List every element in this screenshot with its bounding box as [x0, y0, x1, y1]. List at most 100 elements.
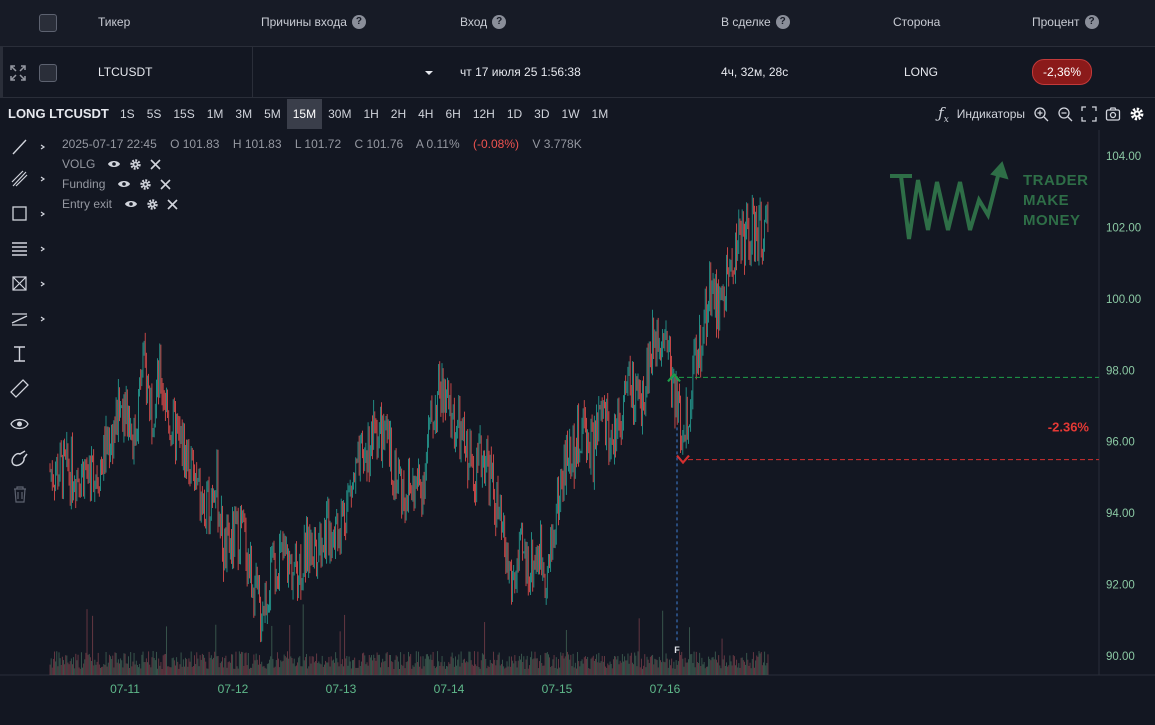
timeframe-1m-16[interactable]: 1M: [591, 107, 609, 121]
volume-bar: [515, 661, 517, 675]
gear-icon[interactable]: [146, 198, 159, 211]
volume-bar: [467, 662, 469, 675]
gear-icon[interactable]: [139, 178, 152, 191]
volume-bar: [378, 654, 380, 675]
price-chart[interactable]: 104.00 102.00 100.00 98.00 96.00 94.00 92.00 90…: [0, 130, 1155, 725]
volume-bar: [533, 658, 535, 675]
help-icon[interactable]: ?: [1084, 15, 1099, 29]
select-all-checkbox[interactable]: [39, 14, 57, 32]
col-entry[interactable]: Вход?: [460, 15, 507, 29]
timeframe-4h-10[interactable]: 4H: [418, 107, 434, 121]
pattern-tool[interactable]: [8, 273, 48, 295]
expand-icon[interactable]: [10, 65, 26, 81]
col-side[interactable]: Сторона: [893, 15, 940, 29]
fib-tool[interactable]: [8, 168, 48, 190]
volume-bar: [213, 657, 215, 675]
timeframe-1d-13[interactable]: 1D: [506, 107, 523, 121]
volume-bar: [187, 666, 189, 675]
price-tick-label: 94.00: [1106, 508, 1135, 520]
time-tick-label: 07-14: [434, 682, 465, 696]
volume-bar: [148, 651, 150, 675]
help-icon[interactable]: ?: [492, 15, 507, 29]
timeframe-12h-12[interactable]: 12H: [472, 107, 495, 121]
volume-bar: [396, 656, 398, 675]
function-icon[interactable]: ƒx: [938, 103, 949, 125]
table-row[interactable]: LTCUSDT чт 17 июля 25 1:56:38 4ч, 32м, 2…: [0, 47, 1155, 98]
eye-icon[interactable]: [124, 198, 138, 210]
volume-bar: [562, 653, 564, 675]
volume-bar: [149, 664, 151, 675]
timeframe-5s-1[interactable]: 5S: [146, 107, 162, 121]
volume-bar: [302, 604, 304, 675]
rectangle-tool[interactable]: [8, 203, 48, 225]
help-icon[interactable]: ?: [775, 15, 790, 29]
channel-tool[interactable]: [8, 308, 48, 330]
volume-bar: [696, 662, 698, 675]
ruler-icon[interactable]: [8, 378, 48, 400]
close-icon[interactable]: [150, 158, 161, 170]
gear-icon[interactable]: [1129, 106, 1145, 122]
volume-bar: [462, 659, 464, 675]
fullscreen-icon[interactable]: [1081, 106, 1097, 122]
volume-bar: [289, 625, 291, 675]
zoom-out-icon[interactable]: [1057, 106, 1073, 122]
timeframe-15m-6[interactable]: 15M: [286, 99, 323, 129]
timeframe-5m-5[interactable]: 5M: [264, 107, 281, 121]
eye-icon[interactable]: [8, 413, 48, 435]
eye-icon[interactable]: [107, 158, 121, 170]
legend-close: C 101.76: [354, 137, 404, 151]
volume-bar: [390, 655, 391, 675]
timeframe-1w-15[interactable]: 1W: [561, 107, 580, 121]
volume-bar: [203, 654, 204, 675]
text-lines-tool[interactable]: [8, 238, 48, 260]
volume-bar: [163, 654, 165, 675]
screenshot-icon[interactable]: [1105, 106, 1121, 122]
volume-bar: [597, 662, 599, 675]
timeframe-6h-11[interactable]: 6H: [445, 107, 461, 121]
volume-bar: [652, 654, 654, 675]
volume-bar: [599, 662, 601, 675]
col-in-trade[interactable]: В сделке?: [721, 15, 790, 29]
volume-bar: [577, 651, 579, 675]
volume-bar: [704, 668, 706, 675]
volume-bar: [106, 666, 108, 675]
help-icon[interactable]: ?: [351, 15, 366, 29]
col-ticker[interactable]: Тикер: [98, 15, 130, 29]
timeframe-1h-8[interactable]: 1H: [363, 107, 379, 121]
timeframe-3m-4[interactable]: 3M: [235, 107, 253, 121]
close-icon[interactable]: [160, 178, 171, 190]
timeframe-3d-14[interactable]: 3D: [534, 107, 550, 121]
volume-bar: [610, 663, 612, 675]
eye-icon[interactable]: [117, 178, 131, 190]
magnet-icon[interactable]: [8, 448, 48, 470]
trash-icon[interactable]: [8, 483, 48, 505]
text-cursor-tool[interactable]: [8, 343, 48, 365]
volume-bar: [504, 668, 506, 675]
volume-bar: [306, 653, 307, 675]
timeframe-30m-7[interactable]: 30M: [328, 107, 352, 121]
row-checkbox[interactable]: [39, 64, 57, 82]
volume-bar: [180, 652, 182, 675]
col-reasons[interactable]: Причины входа?: [261, 15, 366, 29]
volume-bar: [80, 652, 82, 675]
timeframe-1s-0[interactable]: 1S: [120, 107, 135, 121]
timeframe-1m-3[interactable]: 1M: [206, 107, 224, 121]
volume-bar: [242, 652, 244, 675]
volume-bar: [135, 660, 137, 675]
col-percent[interactable]: Процент?: [1032, 15, 1099, 29]
volume-bar: [620, 662, 622, 675]
volume-bar: [304, 657, 306, 675]
chevron-down-icon[interactable]: [424, 70, 434, 76]
zoom-in-icon[interactable]: [1033, 106, 1049, 122]
trend-line-tool[interactable]: [8, 136, 48, 158]
indicators-button[interactable]: Индикаторы: [956, 107, 1025, 121]
volume-bar: [110, 656, 111, 675]
timeframe-15s-2[interactable]: 15S: [173, 107, 195, 121]
volume-bar: [447, 666, 449, 675]
close-icon[interactable]: [167, 198, 178, 210]
gear-icon[interactable]: [129, 158, 142, 171]
volume-bar: [552, 659, 554, 675]
volume-bar: [204, 657, 206, 675]
timeframe-2h-9[interactable]: 2H: [390, 107, 407, 121]
volume-bar: [617, 656, 619, 675]
